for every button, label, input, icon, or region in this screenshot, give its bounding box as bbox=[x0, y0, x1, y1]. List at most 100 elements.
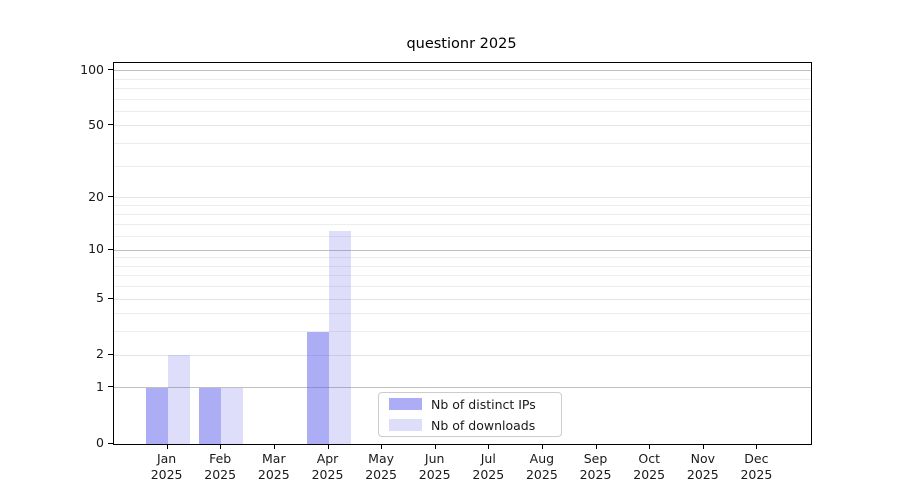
y-tick-label: 1 bbox=[96, 378, 104, 394]
gridline-minor bbox=[114, 313, 811, 314]
gridline-minor bbox=[114, 331, 811, 332]
x-tick-year: 2025 bbox=[579, 467, 612, 482]
y-tick-label: 5 bbox=[96, 290, 104, 306]
legend-label-nb-of-distinct-ips: Nb of distinct IPs bbox=[431, 396, 536, 412]
gridline-minor bbox=[114, 266, 811, 267]
gridline-minor bbox=[114, 224, 811, 225]
chart-title: questionr 2025 bbox=[406, 36, 517, 52]
gridline bbox=[114, 197, 811, 198]
x-tick-mark bbox=[649, 444, 651, 449]
x-tick-mark bbox=[488, 444, 490, 449]
x-tick-label: Apr 2025 bbox=[296, 451, 360, 483]
x-tick-month: May bbox=[368, 451, 395, 466]
gridline-minor bbox=[114, 99, 811, 100]
gridline-minor bbox=[114, 79, 811, 80]
x-tick-month: Jul bbox=[480, 451, 496, 466]
y-tick-mark bbox=[108, 386, 113, 387]
legend: Nb of distinct IPs Nb of downloads bbox=[378, 392, 562, 437]
gridline-minor bbox=[114, 88, 811, 89]
x-tick-month: Mar bbox=[262, 451, 286, 466]
legend-label-nb-of-downloads: Nb of downloads bbox=[431, 417, 536, 433]
x-tick-mark bbox=[220, 444, 222, 449]
bar-nb-of-downloads bbox=[221, 387, 244, 444]
gridline bbox=[114, 125, 811, 126]
x-tick-label: Feb 2025 bbox=[188, 451, 252, 483]
gridline bbox=[114, 299, 811, 300]
x-tick-mark bbox=[756, 444, 758, 449]
gridline-minor bbox=[114, 166, 811, 167]
x-tick-month: Jan bbox=[156, 451, 177, 466]
gridline-minor bbox=[114, 275, 811, 276]
x-tick-month: Dec bbox=[744, 451, 769, 466]
x-tick-year: 2025 bbox=[365, 467, 397, 482]
gridline-major bbox=[114, 387, 811, 388]
y-tick-mark bbox=[108, 354, 113, 355]
x-tick-year: 2025 bbox=[257, 467, 290, 482]
y-tick-label: 100 bbox=[80, 61, 104, 77]
y-tick-label: 20 bbox=[88, 188, 104, 204]
x-tick-year: 2025 bbox=[633, 467, 666, 482]
x-tick-mark bbox=[273, 444, 275, 449]
x-tick-mark bbox=[327, 444, 329, 449]
x-tick-month: Feb bbox=[209, 451, 232, 466]
y-tick-mark bbox=[108, 298, 113, 299]
x-tick-label: Nov 2025 bbox=[671, 451, 735, 483]
x-tick-label: Oct 2025 bbox=[617, 451, 681, 483]
gridline-minor bbox=[114, 257, 811, 258]
x-tick-label: Jan 2025 bbox=[135, 451, 199, 483]
y-tick-mark bbox=[108, 124, 113, 125]
y-tick-mark bbox=[108, 196, 113, 197]
gridline-minor bbox=[114, 143, 811, 144]
y-tick-label: 0 bbox=[96, 435, 104, 450]
bar-nb-of-distinct-ips bbox=[145, 387, 168, 444]
legend-item-nb-of-distinct-ips: Nb of distinct IPs bbox=[389, 397, 561, 412]
plot-area bbox=[113, 62, 812, 445]
y-tick-mark bbox=[108, 443, 113, 444]
x-tick-year: 2025 bbox=[686, 467, 719, 482]
y-tick-label: 50 bbox=[88, 116, 104, 132]
x-tick-month: Apr bbox=[316, 451, 339, 466]
bar-nb-of-downloads bbox=[328, 230, 351, 444]
x-tick-year: 2025 bbox=[472, 467, 505, 482]
x-tick-label: Jun 2025 bbox=[403, 451, 467, 483]
x-tick-year: 2025 bbox=[418, 467, 451, 482]
x-tick-mark bbox=[541, 444, 543, 449]
bar-nb-of-distinct-ips bbox=[199, 387, 222, 444]
x-tick-label: Jul 2025 bbox=[456, 451, 520, 483]
y-tick-label: 2 bbox=[96, 346, 104, 362]
y-tick-mark bbox=[108, 69, 113, 70]
gridline-major bbox=[114, 70, 811, 71]
gridline-major bbox=[114, 250, 811, 251]
y-tick-label: 10 bbox=[88, 241, 104, 256]
bar-nb-of-distinct-ips bbox=[306, 331, 329, 444]
x-tick-mark bbox=[434, 444, 436, 449]
y-tick-mark bbox=[108, 249, 113, 250]
x-tick-month: Sep bbox=[583, 451, 608, 466]
x-tick-month: Oct bbox=[638, 451, 660, 466]
x-tick-month: Aug bbox=[529, 451, 555, 466]
x-tick-label: Dec 2025 bbox=[724, 451, 788, 483]
x-tick-month: Nov bbox=[690, 451, 715, 466]
x-tick-year: 2025 bbox=[150, 467, 183, 482]
x-tick-month: Jun bbox=[424, 451, 445, 466]
legend-item-nb-of-downloads: Nb of downloads bbox=[389, 418, 561, 433]
legend-swatch-nb-of-downloads bbox=[389, 419, 422, 431]
x-tick-label: Mar 2025 bbox=[242, 451, 306, 483]
x-tick-mark bbox=[595, 444, 597, 449]
x-tick-label: Aug 2025 bbox=[510, 451, 574, 483]
x-tick-label: May 2025 bbox=[349, 451, 413, 483]
x-tick-mark bbox=[381, 444, 383, 449]
x-tick-mark bbox=[702, 444, 704, 449]
x-tick-year: 2025 bbox=[740, 467, 773, 482]
bar-nb-of-downloads bbox=[167, 355, 190, 444]
gridline-minor bbox=[114, 111, 811, 112]
gridline-minor bbox=[114, 286, 811, 287]
x-tick-mark bbox=[166, 444, 168, 449]
gridline-minor bbox=[114, 214, 811, 215]
gridline-minor bbox=[114, 236, 811, 237]
legend-swatch-nb-of-distinct-ips bbox=[389, 398, 422, 410]
x-tick-year: 2025 bbox=[311, 467, 344, 482]
gridline bbox=[114, 355, 811, 356]
x-tick-year: 2025 bbox=[204, 467, 237, 482]
